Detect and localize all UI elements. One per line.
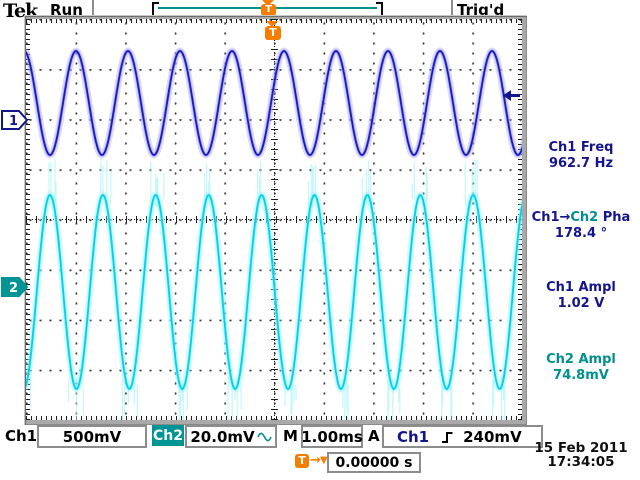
- measurement-ch2-ampl: Ch2 Ampl 74.8mV: [524, 352, 638, 384]
- timebase-readout: 1.00ms: [301, 425, 363, 448]
- header-divider: [451, 0, 453, 17]
- measurement-ch1-ampl: Ch1 Ampl 1.02 V: [524, 280, 638, 312]
- measurement-value: 74.8mV: [553, 368, 609, 383]
- pointer-down-icon: ▼: [320, 455, 328, 466]
- measurement-label: Ch2 Ampl: [546, 352, 616, 367]
- trigger-position-readout: 0.00000 s: [327, 452, 421, 473]
- measurement-phase: Ch1→Ch2 Pha 178.4 °: [524, 210, 638, 242]
- trigger-time-pointer-icon: [266, 21, 278, 27]
- ch1-marker-digit: 1: [9, 114, 18, 129]
- trigger-source: Ch1: [397, 427, 430, 446]
- measurement-value: 1.02 V: [557, 296, 605, 311]
- measurement-label: Ch1 Freq: [548, 140, 614, 155]
- timebase-value: 1.00ms: [301, 427, 363, 446]
- ch2-scale-value: 20.0mV: [190, 427, 255, 446]
- header-divider: [92, 0, 94, 17]
- trigger-position-value: 0.00000 s: [335, 454, 413, 471]
- datetime-readout: 15 Feb 2011 17:34:05: [524, 441, 638, 469]
- ac-coupling-sine-icon: [256, 432, 272, 441]
- measurement-value: 962.7 Hz: [548, 156, 614, 171]
- trigger-position-t-icon: T: [295, 454, 309, 468]
- ch2-marker-digit: 2: [9, 281, 18, 296]
- trigger-level-arrow-icon: [503, 90, 520, 101]
- arrow-right-icon: →: [310, 453, 321, 468]
- ch1-scale-readout: 500mV: [37, 425, 147, 448]
- ch1-scale-value: 500mV: [62, 427, 122, 446]
- trigger-status: Trig'd: [457, 1, 505, 19]
- acquisition-status: Run: [50, 1, 83, 19]
- center-vertical-axis: [274, 19, 275, 420]
- ch2-label: Ch2: [152, 425, 184, 446]
- trigger-position-pointer-icon: [262, 0, 274, 6]
- date-value: 15 Feb 2011: [534, 440, 628, 456]
- measurement-label: Ch1 Ampl: [546, 280, 616, 295]
- trigger-mode-label: A: [368, 427, 380, 445]
- time-value: 17:34:05: [547, 454, 615, 470]
- ch2-scale-readout: 20.0mV: [185, 425, 277, 448]
- ch1-ground-marker: 1: [1, 110, 28, 130]
- measurement-label: Ch1→Ch2 Pha: [531, 210, 631, 225]
- graticule: [26, 19, 522, 420]
- trigger-readout: Ch1 240mV: [382, 425, 543, 448]
- ch2-ground-marker: 2: [1, 277, 28, 297]
- trigger-position-marker-icon: T: [261, 4, 276, 16]
- trigger-time-marker-icon: T: [265, 26, 281, 40]
- rising-edge-icon: [442, 431, 453, 443]
- ch1-label: Ch1: [5, 427, 38, 445]
- trigger-level-value: 240mV: [463, 427, 522, 446]
- timebase-label: M: [283, 427, 298, 445]
- measurement-ch1-freq: Ch1 Freq 962.7 Hz: [524, 140, 638, 172]
- measurement-value: 178.4 °: [554, 226, 608, 241]
